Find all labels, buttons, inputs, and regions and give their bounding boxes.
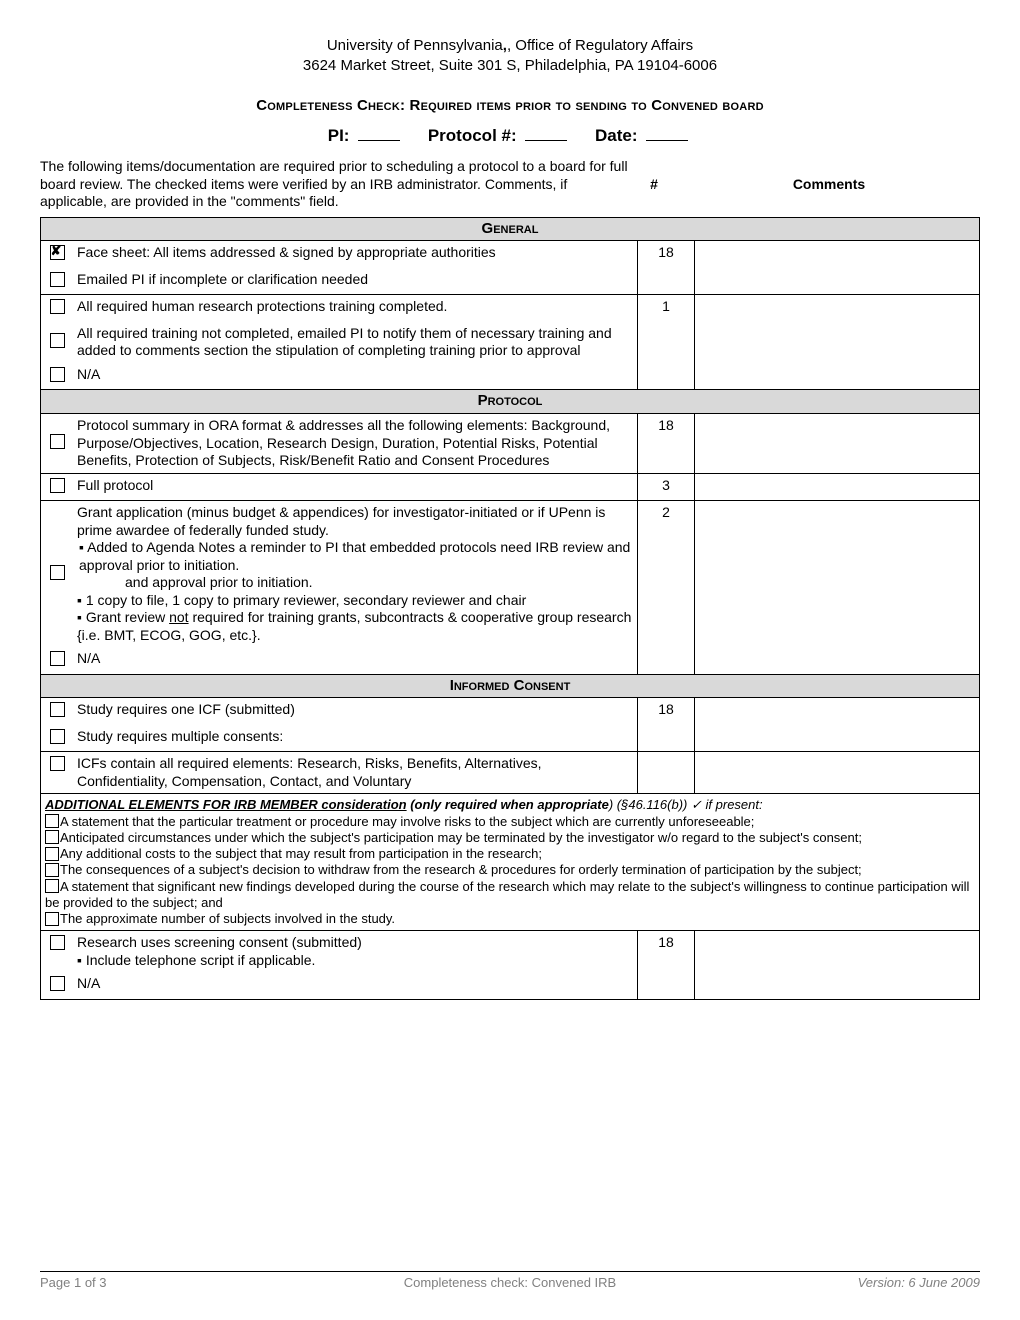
row-emailed-pi: Emailed PI if incomplete or clarificatio… [73, 268, 638, 295]
row-grant-na: N/A [73, 647, 638, 674]
cmt-protocol-2[interactable] [695, 473, 980, 501]
screening-sub: Include telephone script if applicable. [86, 952, 316, 968]
protocol-blank[interactable] [525, 140, 567, 141]
row-training-na: N/A [73, 363, 638, 390]
cmt-protocol-3[interactable] [695, 501, 980, 675]
checkbox-full-protocol[interactable] [50, 478, 65, 493]
header-line-2: 3624 Market Street, Suite 301 S, Philade… [40, 56, 980, 76]
org-name: University of Pennsylvania [327, 37, 503, 54]
checkbox-training-na[interactable] [50, 367, 65, 382]
addl-item-5: A statement that significant new finding… [45, 879, 969, 910]
grant-intro: Grant application (minus budget & append… [77, 504, 605, 538]
row-protocol-summary: Protocol summary in ORA format & address… [73, 414, 638, 474]
addl-cb-1[interactable] [45, 814, 59, 828]
date-blank[interactable] [646, 140, 688, 141]
row-full-protocol: Full protocol [73, 473, 638, 501]
checkbox-emailed-pi[interactable] [50, 272, 65, 287]
page-subtitle: Completeness Check: Required items prior… [40, 97, 980, 114]
addl-tail-b: ) (§46.116(b)) [609, 797, 691, 812]
checkbox-multi-consents[interactable] [50, 729, 65, 744]
row-icf-elements: ICFs contain all required elements: Rese… [73, 752, 638, 794]
protocol-label: Protocol #: [428, 126, 517, 145]
row-grant-app: Grant application (minus budget & append… [73, 501, 638, 648]
checkbox-training-incomplete[interactable] [50, 333, 65, 348]
addl-item-4: The consequences of a subject's decision… [60, 862, 862, 877]
screening-text: Research uses screening consent (submitt… [77, 934, 362, 950]
checkbox-screening-consent[interactable] [50, 935, 65, 950]
num-protocol-2: 3 [638, 473, 695, 501]
cmt-general-2[interactable] [695, 295, 980, 390]
cmt-protocol-1[interactable] [695, 414, 980, 474]
num-protocol-1: 18 [638, 414, 695, 474]
checkbox-grant-na[interactable] [50, 651, 65, 666]
addl-cb-2[interactable] [45, 830, 59, 844]
num-consent-4: 18 [638, 931, 695, 1000]
grant-b1: Added to Agenda Notes a reminder to PI t… [79, 539, 630, 573]
pi-blank[interactable] [358, 140, 400, 141]
checkbox-face-sheet[interactable] [50, 245, 65, 260]
intro-text: The following items/documentation are re… [40, 158, 630, 211]
addl-tail-c: if present: [702, 797, 763, 812]
cmt-consent-1[interactable] [695, 698, 980, 752]
checkbox-one-icf[interactable] [50, 702, 65, 717]
date-label: Date: [595, 126, 638, 145]
page-footer: Page 1 of 3 Completeness check: Convened… [40, 1271, 980, 1290]
addl-cb-4[interactable] [45, 863, 59, 877]
cmt-consent-2[interactable] [695, 752, 980, 794]
footer-center: Completeness check: Convened IRB [353, 1275, 666, 1290]
checkbox-grant-app[interactable] [50, 565, 65, 580]
office-name: , Office of Regulatory Affairs [507, 37, 693, 54]
header-line-1: University of Pennsylvania,, Office of R… [40, 36, 980, 56]
checkbox-icf-elements[interactable] [50, 756, 65, 771]
section-protocol: Protocol [41, 390, 980, 414]
fields-line: PI: Protocol #: Date: [40, 126, 980, 146]
addl-item-3: Any additional costs to the subject that… [60, 846, 542, 861]
row-training-complete: All required human research protections … [73, 295, 638, 322]
num-general-1: 18 [638, 241, 695, 295]
num-protocol-3: 2 [638, 501, 695, 675]
checklist-table: General Face sheet: All items addressed … [40, 217, 980, 1000]
addl-title: ADDITIONAL ELEMENTS FOR IRB MEMBER consi… [45, 797, 407, 812]
checkbox-screening-na[interactable] [50, 976, 65, 991]
additional-elements-block: ADDITIONAL ELEMENTS FOR IRB MEMBER consi… [41, 794, 980, 931]
num-consent-2 [638, 752, 695, 794]
num-general-2: 1 [638, 295, 695, 390]
row-screening-consent: Research uses screening consent (submitt… [73, 931, 638, 973]
num-consent-1: 18 [638, 698, 695, 752]
grant-b3a: Grant review [86, 609, 169, 625]
grant-b2: 1 copy to file, 1 copy to primary review… [86, 592, 526, 608]
addl-tail-a: (only required when appropriate [407, 797, 609, 812]
addl-item-6: The approximate number of subjects invol… [60, 911, 395, 926]
grant-b3-not: not [169, 609, 188, 625]
addl-cb-5[interactable] [45, 879, 59, 893]
intro-comments: Comments [678, 158, 980, 211]
addl-cb-3[interactable] [45, 847, 59, 861]
row-multi-consents: Study requires multiple consents: [73, 725, 638, 752]
footer-left: Page 1 of 3 [40, 1275, 353, 1290]
row-face-sheet: Face sheet: All items addressed & signed… [73, 241, 638, 268]
cmt-general-1[interactable] [695, 241, 980, 295]
addl-item-2: Anticipated circumstances under which th… [60, 830, 862, 845]
footer-right: Version: 6 June 2009 [667, 1275, 980, 1290]
checkbox-protocol-summary[interactable] [50, 434, 65, 449]
addl-cb-6[interactable] [45, 912, 59, 926]
checkbox-training-complete[interactable] [50, 299, 65, 314]
row-screening-na: N/A [73, 972, 638, 999]
row-training-incomplete: All required training not completed, ema… [73, 322, 638, 363]
addl-item-1: A statement that the particular treatmen… [60, 814, 754, 829]
pi-label: PI: [328, 126, 350, 145]
row-one-icf: Study requires one ICF (submitted) [73, 698, 638, 725]
section-general: General [41, 217, 980, 241]
cmt-consent-4[interactable] [695, 931, 980, 1000]
section-consent: Informed Consent [41, 674, 980, 698]
intro-hash: # [630, 158, 678, 211]
